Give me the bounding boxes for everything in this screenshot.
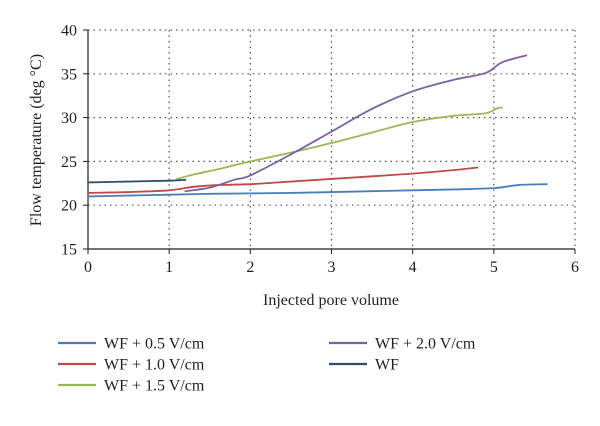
legend-label: WF + 1.0 V/cm [104, 357, 205, 374]
legend-item: WF + 0.5 V/cm [58, 336, 205, 353]
axes-layer [83, 29, 576, 254]
legend-item: WF + 2.0 V/cm [329, 336, 476, 353]
legend-item: WF + 1.0 V/cm [58, 357, 205, 374]
series-line-wf-1-5-v-cm [176, 106, 503, 180]
y-tick-label: 40 [61, 23, 77, 40]
x-axis-title: Injected pore volume [263, 292, 399, 309]
legend-item: WF [329, 357, 399, 374]
legend-item: WF + 1.5 V/cm [58, 378, 205, 395]
y-tick-label: 35 [61, 66, 77, 83]
x-tick-label: 2 [246, 259, 254, 276]
y-tick-label: 25 [61, 154, 77, 171]
legend-label: WF + 2.0 V/cm [375, 336, 476, 353]
x-tick-label: 5 [490, 259, 498, 276]
x-tick-label: 0 [84, 259, 92, 276]
x-tick-label: 3 [328, 259, 336, 276]
legend: WF + 0.5 V/cm WF + 1.0 V/cm WF + 1.5 V/cm W… [58, 336, 476, 395]
y-tick-label: 30 [61, 110, 77, 127]
series-line-wf-2-0-v-cm [184, 54, 528, 193]
tick-labels: 0 1 2 3 4 5 6 15 20 25 30 35 40 [61, 23, 579, 277]
x-tick-label: 4 [409, 259, 417, 276]
grid-layer [88, 29, 576, 249]
x-tick-label: 1 [165, 259, 173, 276]
legend-label: WF [375, 357, 399, 374]
series-layer [87, 54, 548, 198]
series-line-wf-1-0-v-cm [87, 166, 479, 194]
series-line-wf-0-5-v-cm [87, 183, 548, 198]
series-line-wf [87, 178, 187, 184]
y-tick-label: 15 [61, 242, 77, 259]
legend-label: WF + 0.5 V/cm [104, 336, 205, 353]
y-axis-title: Flow temperature (deg °C) [28, 54, 45, 226]
y-tick-label: 20 [61, 198, 77, 215]
legend-label: WF + 1.5 V/cm [104, 378, 205, 395]
x-tick-label: 6 [571, 259, 579, 276]
